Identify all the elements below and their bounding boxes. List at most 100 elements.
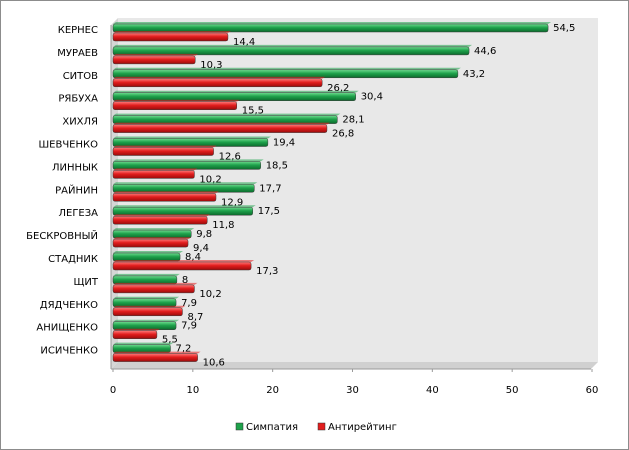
data-label: 14,4 xyxy=(233,37,255,48)
bar-top-face xyxy=(113,319,180,322)
bar-top-face xyxy=(113,145,217,148)
category-label: РЯБУХА xyxy=(58,94,98,105)
category-label: БЕСКРОВНЫЙ xyxy=(26,229,98,242)
x-tick-label: 30 xyxy=(346,385,359,396)
data-label: 44,6 xyxy=(474,46,496,57)
category-label: ХИХЛЯ xyxy=(62,117,98,128)
bar-top-face xyxy=(113,99,240,102)
bar-sympathy xyxy=(112,184,255,193)
x-tick-label: 40 xyxy=(426,385,439,396)
bar-antirating xyxy=(112,32,229,42)
x-tick-label: 60 xyxy=(586,385,599,396)
legend: Симпатия Антирейтинг xyxy=(235,422,397,433)
bar-top-face xyxy=(113,191,219,194)
bar-sympathy xyxy=(112,275,178,285)
bar-top-face xyxy=(113,251,184,253)
bar-top-face xyxy=(113,53,199,56)
bar-top-face xyxy=(113,305,186,308)
plot-back-wall xyxy=(118,18,598,362)
legend-swatch xyxy=(317,422,326,431)
category-label: ШЕВЧЕНКО xyxy=(38,140,98,151)
data-label: 30,4 xyxy=(361,92,383,103)
bar-antirating xyxy=(112,284,195,294)
bar-antirating xyxy=(112,353,198,362)
bar-sympathy xyxy=(112,69,459,79)
x-tick-label: 0 xyxy=(110,385,116,396)
bar-sympathy xyxy=(112,298,177,308)
bar-sympathy xyxy=(112,229,192,239)
bar-antirating xyxy=(112,78,323,88)
data-label: 28,1 xyxy=(342,115,364,126)
data-label: 19,4 xyxy=(273,138,295,149)
bar-antirating xyxy=(112,330,158,339)
bar-top-face xyxy=(113,76,326,79)
data-label: 7,9 xyxy=(181,321,197,332)
data-label: 18,5 xyxy=(266,160,288,171)
data-label: 8 xyxy=(182,275,188,286)
bar-top-face xyxy=(113,44,473,47)
bar-antirating xyxy=(112,147,214,156)
data-label: 54,5 xyxy=(553,23,575,34)
data-label: 12,6 xyxy=(219,152,241,163)
bar-sympathy xyxy=(112,206,253,216)
x-tick-label: 50 xyxy=(506,385,519,396)
bar-top-face xyxy=(113,159,264,162)
bar-antirating xyxy=(112,193,217,202)
bar-top-face xyxy=(113,182,258,185)
bar-top-face xyxy=(113,351,201,354)
bar-top-face xyxy=(113,282,198,285)
bar-top-face xyxy=(113,113,341,116)
category-label: ИСИЧЕНКО xyxy=(40,346,98,357)
bar-antirating xyxy=(112,55,196,65)
bar-top-face xyxy=(113,168,198,171)
bar-top-face xyxy=(113,342,174,345)
category-label: МУРАЕВ xyxy=(57,48,98,59)
bar-antirating xyxy=(112,215,208,225)
data-label: 43,2 xyxy=(463,69,485,80)
bar-sympathy xyxy=(112,344,171,353)
data-label: 10,2 xyxy=(199,289,221,300)
bar-top-face xyxy=(113,22,552,24)
bar-sympathy xyxy=(112,252,181,262)
bar-top-face xyxy=(113,328,160,331)
legend-label: Антирейтинг xyxy=(328,422,397,433)
data-label: 5,5 xyxy=(162,335,178,346)
data-label: 15,5 xyxy=(242,106,264,117)
bar-sympathy xyxy=(112,321,177,330)
data-label: 7,2 xyxy=(175,344,191,355)
bar-top-face xyxy=(113,205,256,208)
bar-top-face xyxy=(113,273,180,276)
data-label: 8,4 xyxy=(185,252,201,263)
bar-sympathy xyxy=(112,138,269,147)
bar-antirating xyxy=(112,261,252,271)
category-label: ЛИННЫК xyxy=(52,162,98,173)
category-label: СТАДНИК xyxy=(48,254,98,265)
category-label: РАЙНИН xyxy=(55,183,98,196)
bar-top-face xyxy=(113,90,359,93)
bar-top-face xyxy=(113,122,330,125)
bar-sympathy xyxy=(112,23,549,33)
category-label: СИТОВ xyxy=(63,71,98,82)
bar-top-face xyxy=(113,214,211,217)
bar-top-face xyxy=(113,67,461,70)
data-label: 9,8 xyxy=(196,229,212,240)
data-label: 12,9 xyxy=(221,197,243,208)
bar-antirating xyxy=(112,170,195,179)
data-label: 26,8 xyxy=(332,129,354,140)
category-label: АНИЩЕНКО xyxy=(36,323,98,334)
category-label: ЩИТ xyxy=(73,277,98,288)
bar-top-face xyxy=(113,296,180,299)
data-label: 11,8 xyxy=(212,220,234,231)
data-label: 10,3 xyxy=(200,60,222,71)
bar-top-face xyxy=(113,136,271,139)
data-label: 17,5 xyxy=(258,206,280,217)
x-tick-label: 20 xyxy=(266,385,279,396)
data-label: 7,9 xyxy=(181,298,197,309)
bar-top-face xyxy=(113,237,192,240)
bar-antirating xyxy=(112,238,189,248)
bar-sympathy xyxy=(112,115,338,124)
data-label: 10,6 xyxy=(203,358,225,369)
legend-swatch xyxy=(235,422,244,431)
data-label: 26,2 xyxy=(327,83,349,94)
